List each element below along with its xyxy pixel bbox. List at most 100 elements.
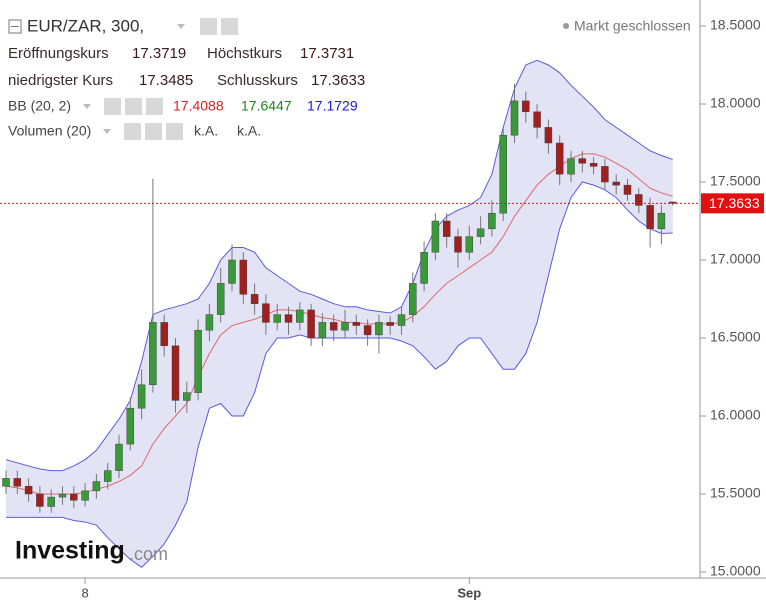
candle-body (216, 283, 225, 315)
high-label: Höchstkurs (207, 45, 282, 62)
candle-body (2, 478, 10, 487)
candle-body (352, 322, 361, 326)
candle-body (126, 407, 135, 445)
last-price-label: 17.3633 (709, 195, 760, 211)
icon[interactable] (124, 123, 141, 140)
x-tick-label: 8 (81, 585, 88, 600)
bb-label: BB (20, 2) (8, 98, 71, 114)
candle-body (307, 309, 315, 339)
y-tick-label: 17.5000 (710, 173, 761, 189)
icon[interactable] (146, 98, 163, 115)
status-dot (563, 23, 569, 29)
icon[interactable] (166, 123, 183, 140)
candle-body (137, 384, 146, 409)
candle-body (284, 314, 293, 323)
dropdown[interactable] (177, 24, 185, 29)
candle-body (409, 283, 417, 315)
candle-body (103, 470, 112, 482)
candle-body (363, 325, 372, 336)
candle-body (13, 478, 22, 487)
x-tick-label: Sep (457, 585, 481, 600)
candle-body (386, 322, 394, 326)
candle-body (160, 322, 168, 347)
candle-body (70, 493, 78, 501)
icon[interactable] (200, 18, 217, 35)
low-label: niedrigster Kurs (8, 72, 113, 89)
candle-body (476, 228, 485, 237)
candle-body (262, 303, 270, 323)
candle-body (183, 392, 191, 401)
candle-body (623, 184, 632, 195)
candle-body (589, 163, 598, 167)
market-status: Markt geschlossen (574, 18, 691, 34)
candle-body (228, 259, 236, 284)
bb-middle-value: 17.4088 (173, 98, 224, 114)
candle-body (499, 134, 507, 214)
y-tick-label: 18.0000 (710, 95, 761, 111)
candle-body (47, 496, 55, 507)
symbol-title: EUR/ZAR, 300, (27, 16, 144, 35)
y-tick-label: 15.0000 (710, 563, 761, 579)
volume-value: k.A. (194, 123, 218, 139)
y-tick-label: 16.5000 (710, 329, 761, 345)
open-value: 17.3719 (132, 45, 186, 62)
candle-body (239, 259, 248, 295)
candle-body (657, 212, 666, 230)
candle-body (544, 127, 553, 144)
open-label: Eröffnungskurs (8, 45, 109, 62)
bb-upper-value: 17.6447 (241, 98, 292, 114)
candle-body (36, 493, 44, 507)
candle-body (578, 158, 587, 164)
last-price-box (701, 193, 764, 214)
bb-lower-line (6, 181, 673, 568)
icon[interactable] (125, 98, 142, 115)
icon[interactable] (221, 18, 238, 35)
candle-body (454, 236, 462, 253)
bb-lower-value: 17.1729 (307, 98, 358, 114)
candle-body (488, 212, 496, 230)
candle-body (318, 322, 327, 339)
bb-upper-line (5, 59, 673, 472)
candle-body (555, 142, 564, 175)
candle-body (420, 251, 428, 284)
high-value: 17.3731 (300, 45, 354, 62)
icon[interactable] (104, 98, 121, 115)
candle-body (194, 329, 202, 393)
candle-body (375, 322, 383, 336)
y-tick-label: 16.0000 (710, 407, 761, 423)
candle-body (171, 345, 180, 401)
candle-body (465, 236, 474, 253)
candle-body (329, 322, 338, 331)
dropdown[interactable] (83, 104, 91, 109)
candle-body (273, 314, 281, 323)
dropdown[interactable] (103, 129, 111, 134)
candle-body (92, 481, 101, 492)
close-label: Schlusskurs (217, 72, 298, 89)
plot-area (0, 59, 700, 568)
candle-body (205, 314, 214, 331)
candle-body (149, 322, 157, 386)
y-tick-label: 17.0000 (710, 251, 761, 267)
candle-body (442, 220, 451, 237)
candle-body (250, 294, 259, 304)
logo: Investing (15, 537, 125, 565)
y-tick-label: 15.5000 (710, 485, 761, 501)
icon[interactable] (145, 123, 162, 140)
y-tick-label: 18.5000 (710, 17, 761, 33)
candle-body (635, 194, 643, 206)
candle-body (510, 100, 519, 136)
candle-body (24, 485, 33, 495)
volume-label: Volumen (20) (8, 123, 91, 139)
volume-value: k.A. (237, 123, 261, 139)
candle-body (115, 443, 123, 471)
candle-body (81, 490, 89, 501)
low-value: 17.3485 (139, 72, 193, 89)
candle-body (612, 181, 620, 186)
candle-body (533, 111, 541, 128)
candle-body (431, 220, 440, 253)
candle-body (58, 493, 67, 498)
candle-body (601, 166, 609, 183)
logo-suffix: .com (129, 544, 168, 564)
close-value: 17.3633 (311, 72, 365, 89)
collapse-icon[interactable] (8, 19, 22, 34)
